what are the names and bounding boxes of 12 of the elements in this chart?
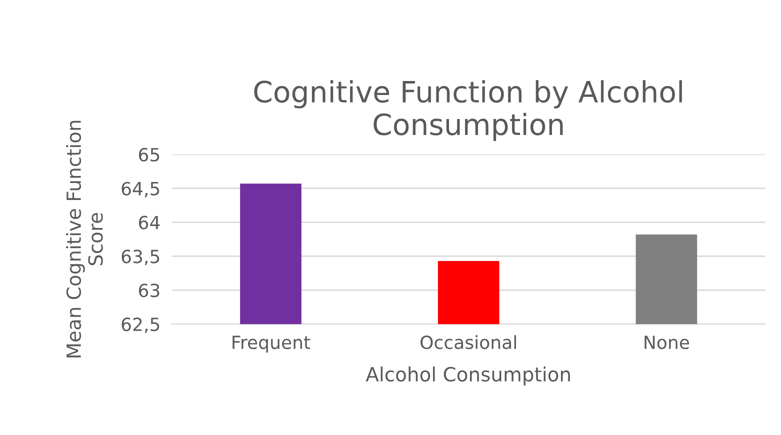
y-tick-label: 62,5 <box>122 318 160 334</box>
x-tick-label: Frequent <box>232 336 310 353</box>
x-tick-label: Occasional <box>420 335 516 350</box>
y-axis-title: Mean Cognitive Function Score <box>66 120 103 358</box>
y-tick-label: 64 <box>138 216 160 230</box>
x-tick-label: None <box>644 336 690 350</box>
y-tick-label: 63 <box>138 284 160 298</box>
y-tick-label: 65 <box>138 148 160 162</box>
chart-title: Cognitive Function by Alcohol Consumption <box>254 80 682 142</box>
x-axis-title: Alcohol Consumption <box>366 366 570 386</box>
y-tick-label: 63,5 <box>122 250 160 266</box>
y-tick-label: 64,5 <box>122 182 160 198</box>
